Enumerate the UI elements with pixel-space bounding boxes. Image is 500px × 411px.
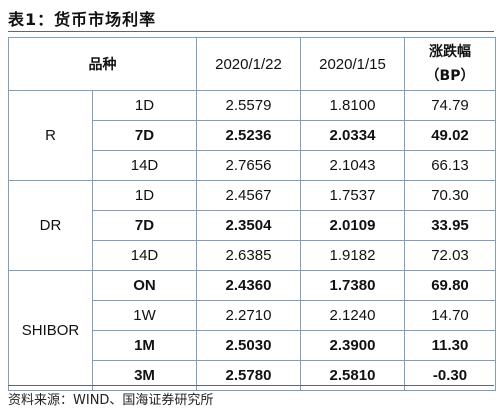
change-cell: 69.80: [404, 270, 496, 301]
change-cell: 74.79: [404, 90, 496, 121]
tenor-cell: 1D: [92, 90, 197, 121]
rate-date-1-cell: 2.4567: [196, 180, 301, 211]
tenor-cell: 7D: [92, 210, 197, 241]
table-row: SHIBOR ON 2.4360 1.7380 69.80: [8, 270, 496, 391]
rate-date-1-cell: 2.5780: [196, 360, 301, 391]
rate-date-1-cell: 2.5030: [196, 330, 301, 361]
source-divider: [8, 385, 494, 386]
tenor-cell: 14D: [92, 150, 197, 181]
header-change-label: 涨跌幅: [429, 44, 471, 60]
tenor-cell: 1D: [92, 180, 197, 211]
group-name: R: [8, 90, 93, 181]
rate-date-2-cell: 1.7380: [300, 270, 405, 301]
header-change-unit: （BP）: [425, 68, 475, 84]
table-row: R 1D 2.5579 1.8100 74.79: [8, 90, 496, 181]
header-row: 品种 2020/1/22 2020/1/15 涨跌幅 （BP）: [8, 37, 496, 91]
money-market-rates-table: 品种 2020/1/22 2020/1/15 涨跌幅 （BP） R 1D 2.557…: [8, 37, 496, 391]
tenor-cell: 14D: [92, 240, 197, 271]
rate-date-2-cell: 1.7537: [300, 180, 405, 211]
tenor-cell: 1W: [92, 300, 197, 331]
rate-date-1-cell: 2.6385: [196, 240, 301, 271]
change-cell: 11.30: [404, 330, 496, 361]
header-date-1: 2020/1/22: [196, 37, 301, 91]
table-row: DR 1D 2.4567 1.7537 70.30: [8, 180, 496, 271]
change-cell: 14.70: [404, 300, 496, 331]
tenor-cell: 3M: [92, 360, 197, 391]
tenor-cell: 7D: [92, 120, 197, 151]
table-row: 14D 2.6385 1.9182 72.03: [9, 240, 496, 271]
table-row: 7D 2.3504 2.0109 33.95: [9, 210, 496, 241]
table-row: 1M 2.5030 2.3900 11.30: [9, 330, 496, 361]
tenor-cell: 1M: [92, 330, 197, 361]
rate-date-1-cell: 2.5236: [196, 120, 301, 151]
rate-date-1-cell: 2.4360: [196, 270, 301, 301]
rate-date-2-cell: 1.8100: [300, 90, 405, 121]
rate-date-2-cell: 2.3900: [300, 330, 405, 361]
rate-date-2-cell: 2.0109: [300, 210, 405, 241]
rate-date-2-cell: 2.0334: [300, 120, 405, 151]
rate-date-2-cell: 2.5810: [300, 360, 405, 391]
rate-date-1-cell: 2.3504: [196, 210, 301, 241]
change-cell: 70.30: [404, 180, 496, 211]
header-change: 涨跌幅 （BP）: [404, 37, 496, 91]
table-body: R 1D 2.5579 1.8100 74.79 7D 2.5236 2.0334 49.02 1…: [8, 90, 496, 391]
rate-date-2-cell: 1.9182: [300, 240, 405, 271]
change-cell: 72.03: [404, 240, 496, 271]
rate-date-2-cell: 2.1043: [300, 150, 405, 181]
rate-date-2-cell: 2.1240: [300, 300, 405, 331]
change-cell: 66.13: [404, 150, 496, 181]
rate-date-1-cell: 2.2710: [196, 300, 301, 331]
rate-date-1-cell: 2.7656: [196, 150, 301, 181]
rate-date-1-cell: 2.5579: [196, 90, 301, 121]
table-row: 1W 2.2710 2.1240 14.70: [9, 300, 496, 331]
source-note: 资料来源：WIND、国海证券研究所: [8, 393, 214, 408]
change-cell: 49.02: [404, 120, 496, 151]
change-cell: 33.95: [404, 210, 496, 241]
change-cell: -0.30: [404, 360, 496, 391]
header-date-2: 2020/1/15: [300, 37, 405, 91]
tenor-cell: ON: [92, 270, 197, 301]
title-divider: [8, 31, 494, 32]
group-name: SHIBOR: [8, 270, 93, 391]
table-title: 表1：货币市场利率: [8, 10, 157, 29]
header-variety: 品种: [8, 37, 197, 91]
group-name: DR: [8, 180, 93, 271]
table-row: 7D 2.5236 2.0334 49.02: [9, 120, 496, 151]
table-row: 14D 2.7656 2.1043 66.13: [9, 150, 496, 181]
